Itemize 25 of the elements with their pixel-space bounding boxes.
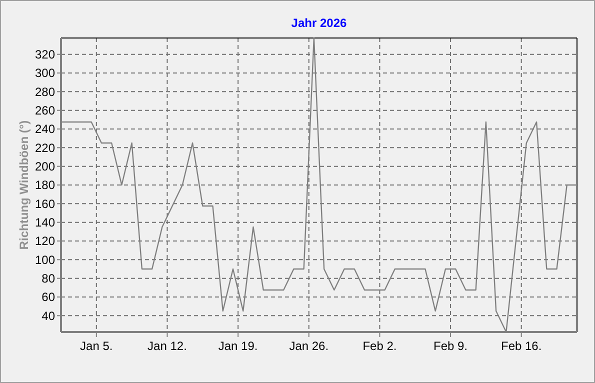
y-tick-label: 300 <box>34 66 56 80</box>
y-tick-label: 320 <box>34 48 56 62</box>
y-tick-label: 220 <box>34 140 56 155</box>
y-tick-label: 180 <box>34 178 56 192</box>
y-tick-label: 240 <box>34 122 56 136</box>
y-tick-label: 80 <box>42 272 56 286</box>
y-tick-label: 60 <box>42 290 56 304</box>
x-tick-label: Jan 19. <box>218 339 258 353</box>
y-tick-label: 280 <box>34 84 56 99</box>
x-tick-label: Jan 5. <box>80 339 113 353</box>
y-tick-label: 160 <box>34 196 56 211</box>
y-tick-label: 200 <box>34 160 56 174</box>
line-series <box>60 37 578 333</box>
y-tick-label: 140 <box>34 216 56 230</box>
x-tick-label: Feb 16. <box>501 339 542 353</box>
y-axis-title: Richtung Windböen (°) <box>17 120 31 250</box>
x-tick-label: Jan 12. <box>148 339 187 353</box>
x-tick-label: Feb 2. <box>362 339 397 353</box>
chart-title: Jahr 2026 <box>291 16 348 30</box>
x-tick-label: Jan 26. <box>289 339 329 353</box>
y-tick-label: 260 <box>34 104 56 118</box>
y-tick-label: 40 <box>42 308 56 323</box>
y-tick-label: 120 <box>34 234 56 248</box>
x-tick-label: Feb 9. <box>434 339 468 353</box>
y-tick-label: 100 <box>34 252 56 267</box>
